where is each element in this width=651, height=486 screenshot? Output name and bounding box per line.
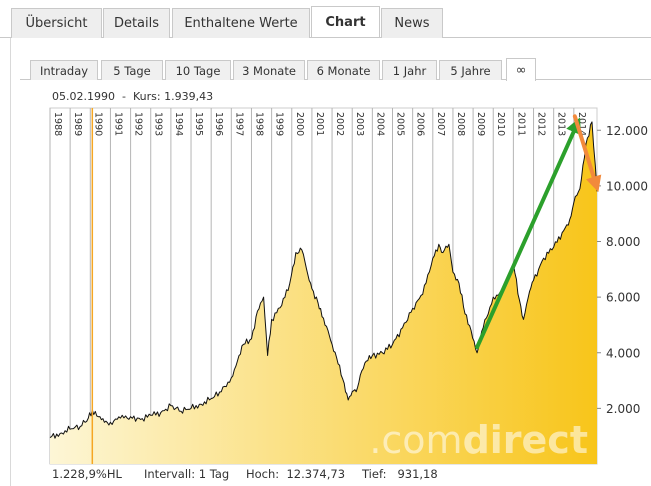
tab-label: ∞ [515,62,527,78]
tab-label: 10 Tage [175,63,221,78]
low-stat: Tief: 931,18 [362,467,438,481]
trend-arrow-up [475,117,581,350]
period-tab-3-monate[interactable]: 3 Monate [233,60,305,80]
tab-label: 3 Monate [242,63,296,78]
x-tick-label: 2004 [374,112,385,136]
x-tick-label: 2009 [475,112,486,136]
period-tab-5-jahre[interactable]: 5 Jahre [439,60,502,80]
high-label: Hoch: [246,467,280,481]
x-tick-label: 2012 [536,112,547,136]
period-tab-intraday[interactable]: Intraday [30,60,98,80]
tab-news[interactable]: News [381,8,443,38]
readout-separator: - [121,90,126,103]
x-tick-label: 2001 [314,112,325,136]
period-tab-bar: Intraday 5 Tage 10 Tage 3 Monate 6 Monat… [20,56,651,81]
x-tick-label: 1994 [173,112,184,136]
y-tick-label: 4.000 [606,346,640,360]
x-tick-label: 1995 [193,112,204,136]
area-fill [50,121,597,465]
tab-label: Intraday [39,63,89,78]
high-value: 12.374,73 [286,467,346,481]
x-tick-label: 2014 [576,112,587,136]
tab-label: Enthaltene Werte [184,16,298,31]
x-axis-labels: 1988 1989 1990 1991 1992 1993 1994 1995 1996 1997… [52,112,587,136]
watermark-com: .com [369,418,462,462]
x-tick-label: 1989 [72,112,83,136]
y-tick-label: 8.000 [606,235,640,249]
period-tab-10-tage[interactable]: 10 Tage [165,60,231,80]
interval-label: Intervall: [144,467,196,481]
kurs-label: Kurs: [132,90,161,103]
low-label: Tief: [362,467,387,481]
tab-label: Chart [325,14,366,30]
period-tab-6-monate[interactable]: 6 Monate [307,60,380,80]
x-tick-label: 2013 [556,112,567,136]
x-tick-label: 1991 [112,112,123,136]
cursor-date: 05.02.1990 [52,90,115,103]
content-panel [10,38,651,486]
x-tick-label: 2002 [334,112,345,136]
x-tick-label: 1990 [92,112,103,136]
tab-label: Details [113,16,160,31]
interval-stat: Intervall: 1 Tag [144,467,229,481]
tab-enthaltene-werte[interactable]: Enthaltene Werte [172,8,310,38]
perf-stat: 1.228,9%HL [52,467,122,481]
low-value: 931,18 [397,467,438,481]
y-axis-labels: 2.000 4.000 6.000 8.000 10.000 12.000 [597,124,648,416]
x-tick-label: 1998 [253,112,264,136]
performance-value: 1.228,9%HL [52,467,122,481]
tab-label: 5 Jahre [450,63,491,78]
trend-arrow-down [572,114,602,193]
x-tick-label: 1999 [274,112,285,136]
x-tick-label: 2003 [354,112,365,136]
x-tick-label: 1996 [213,112,224,136]
x-tick-label: 1992 [133,112,144,136]
x-tick-label: 1988 [52,112,63,136]
tab-uebersicht[interactable]: Übersicht [11,8,102,38]
y-tick-label: 12.000 [606,124,648,138]
tab-chart[interactable]: Chart [311,6,380,37]
y-tick-label: 2.000 [606,402,640,416]
high-stat: Hoch: 12.374,73 [246,467,345,481]
x-tick-label: 2010 [495,112,506,136]
interval-value: 1 Tag [198,467,230,481]
tab-label: 1 Jahr [392,63,427,78]
x-tick-label: 1993 [153,112,164,136]
main-tab-bar: Übersicht Details Enthaltene Werte Chart… [0,0,651,38]
tab-label: News [394,16,430,31]
tab-details[interactable]: Details [103,8,170,38]
y-tick-label: 6.000 [606,291,640,305]
period-tab-max[interactable]: ∞ [506,58,536,81]
x-tick-label: 2006 [415,112,426,136]
kurs-value: 1.939,43 [164,90,214,103]
x-tick-label: 2000 [294,112,305,136]
svg-text:.comdirect: .comdirect [369,418,588,462]
x-tick-label: 2011 [515,112,526,136]
tab-label: Übersicht [25,16,88,31]
x-tick-label: 1997 [233,112,244,136]
tab-label: 6 Monate [316,63,371,78]
watermark-direct: direct [463,418,588,462]
period-tab-5-tage[interactable]: 5 Tage [101,60,163,80]
period-tab-1-jahr[interactable]: 1 Jahr [382,60,437,80]
x-tick-label: 2008 [455,112,466,136]
y-tick-label: 10.000 [606,179,648,193]
comdirect-watermark: .comdirect [369,418,588,462]
x-tick-label: 2005 [395,112,406,136]
tab-label: 5 Tage [113,63,151,78]
chart-cursor-readout: 05.02.1990 - Kurs: 1.939,43 [52,90,213,103]
x-tick-label: 2007 [435,112,446,136]
